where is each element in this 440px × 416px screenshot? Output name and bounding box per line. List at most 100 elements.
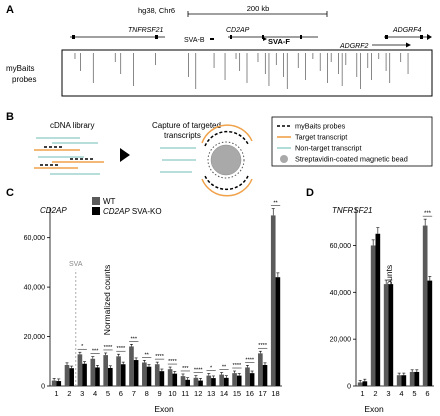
legend-item-label: Target transcript bbox=[295, 133, 347, 142]
y-tick-label: 20,000 bbox=[330, 337, 352, 344]
x-tick-label: 6 bbox=[425, 389, 429, 398]
bar-wt bbox=[422, 225, 428, 386]
bar-ko bbox=[133, 360, 139, 386]
x-tick-label: 6 bbox=[119, 389, 123, 398]
bar-wt bbox=[154, 364, 160, 386]
exon-block bbox=[230, 35, 232, 39]
significance-stars: **** bbox=[194, 368, 204, 374]
x-tick-label: 1 bbox=[360, 389, 364, 398]
direction-arrow-icon bbox=[406, 42, 411, 48]
bar-wt bbox=[116, 356, 121, 386]
assembly-label: hg38, Chr6 bbox=[138, 6, 175, 15]
significance-stars: **** bbox=[155, 354, 165, 360]
x-tick-label: 4 bbox=[399, 389, 403, 398]
legend-ko-swatch bbox=[92, 207, 100, 215]
bar-wt bbox=[142, 362, 147, 386]
bar-wt bbox=[129, 346, 134, 386]
x-tick-label: 5 bbox=[412, 389, 416, 398]
probe-marks bbox=[74, 53, 409, 89]
bar-wt bbox=[357, 382, 363, 386]
panel-c: C Normalized counts CD2AP WT CD2AP SVA-K… bbox=[6, 187, 282, 414]
bar-ko bbox=[69, 368, 74, 386]
exon-block bbox=[385, 35, 388, 39]
panel-b-legend bbox=[271, 116, 433, 167]
bar-ko bbox=[388, 284, 394, 386]
bar-ko bbox=[427, 280, 433, 386]
exon-block bbox=[420, 35, 423, 39]
significance-stars: **** bbox=[233, 363, 243, 369]
bar-wt bbox=[396, 375, 402, 386]
panel-c-ylabel: Normalized counts bbox=[102, 265, 112, 335]
x-tick-label: 9 bbox=[157, 389, 161, 398]
bar-ko bbox=[108, 367, 113, 386]
capture-illustration bbox=[160, 124, 253, 197]
bar-wt bbox=[206, 375, 212, 386]
y-tick-label: 20,000 bbox=[24, 334, 46, 341]
legend-item-label: Non-target transcript bbox=[295, 144, 362, 153]
bar-wt bbox=[180, 376, 186, 386]
probe-track-label-1: myBaits bbox=[6, 64, 34, 73]
significance-stars: * bbox=[81, 344, 84, 350]
sva-b-marker bbox=[210, 38, 214, 40]
panel-b-legend-items: myBaits probes Target transcript Non-targe… bbox=[277, 122, 408, 164]
bar-ko bbox=[236, 375, 242, 386]
sva-f-arrow-icon bbox=[263, 37, 267, 41]
exon-block bbox=[155, 35, 158, 39]
y-tick-label: 40,000 bbox=[24, 285, 46, 292]
x-tick-label: 8 bbox=[145, 389, 149, 398]
panel-c-gene-title: CD2AP bbox=[40, 206, 67, 215]
bar-ko bbox=[362, 381, 368, 386]
bar-wt bbox=[103, 355, 108, 386]
scale-bar-label: 200 kb bbox=[247, 4, 270, 13]
x-tick-label: 3 bbox=[386, 389, 390, 398]
x-tick-label: 18 bbox=[271, 389, 279, 398]
bar-ko bbox=[56, 381, 62, 386]
bar-ko bbox=[198, 380, 203, 386]
significance-stars: ** bbox=[222, 364, 227, 370]
bar-wt bbox=[64, 364, 70, 386]
bar-ko bbox=[172, 373, 178, 386]
x-tick-label: 4 bbox=[93, 389, 97, 398]
panel-c-label: C bbox=[6, 187, 14, 199]
panel-a: A hg38, Chr6 200 kb TNFRSF21 CD2AP ADGRF… bbox=[6, 4, 433, 97]
bar-wt bbox=[383, 284, 389, 386]
gene-tnfrsf21: TNFRSF21 bbox=[128, 27, 164, 34]
bar-ko bbox=[262, 364, 268, 386]
x-tick-label: 12 bbox=[194, 389, 202, 398]
bar-wt bbox=[167, 369, 173, 386]
bar-wt bbox=[245, 367, 250, 386]
step-cdna-library: cDNA library bbox=[50, 121, 94, 130]
panel-b: B cDNA library Capture of targeted trans… bbox=[6, 111, 433, 197]
y-tick-label: 0 bbox=[41, 384, 45, 391]
bar-ko bbox=[185, 379, 190, 386]
cdna-library-illustration bbox=[34, 137, 104, 175]
sva-b-label: SVA-B bbox=[184, 37, 205, 44]
significance-stars: **** bbox=[104, 345, 114, 351]
direction-arrow-icon bbox=[427, 34, 432, 40]
gene-adgrf2: ADGRF2 bbox=[339, 43, 369, 50]
bar-wt bbox=[219, 374, 224, 386]
bar-wt bbox=[270, 215, 276, 386]
bar-wt bbox=[409, 371, 415, 386]
bar-ko bbox=[82, 363, 87, 386]
legend-bead-icon bbox=[280, 155, 288, 163]
process-arrow-icon bbox=[120, 148, 130, 162]
step-capture-line-1: Capture of targeted bbox=[152, 121, 221, 130]
x-tick-label: 2 bbox=[67, 389, 71, 398]
y-tick-label: 60,000 bbox=[24, 235, 46, 242]
tnfrsf21-bar-chart: 0 20,000 40,000 60,000 1 2 3 4 5 6 *** bbox=[330, 208, 434, 398]
bar-ko bbox=[414, 371, 420, 386]
significance-stars: *** bbox=[182, 366, 189, 372]
bar-wt bbox=[232, 373, 237, 386]
sva-annotation: SVA bbox=[69, 261, 83, 268]
x-tick-label: 15 bbox=[233, 389, 241, 398]
exon-block bbox=[72, 35, 75, 39]
legend-wt-label: WT bbox=[103, 197, 116, 206]
significance-stars: **** bbox=[168, 359, 178, 365]
x-tick-label: 16 bbox=[246, 389, 254, 398]
bar-wt bbox=[90, 358, 96, 386]
exon-block bbox=[300, 35, 302, 39]
panel-d-gene-title: TNFRSF21 bbox=[332, 206, 372, 215]
